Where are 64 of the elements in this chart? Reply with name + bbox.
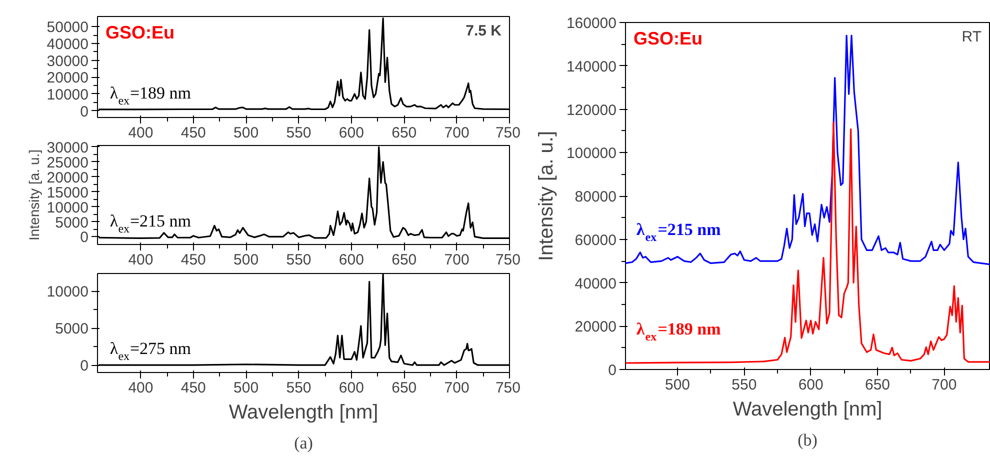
x-tick-label: 550 xyxy=(732,376,757,394)
y-tick-label: 5000 xyxy=(55,320,89,338)
x-tick-label: 650 xyxy=(392,252,417,268)
x-tick-label: 450 xyxy=(180,252,206,268)
x-tick-label: 750 xyxy=(495,380,521,396)
x-tick-label: 650 xyxy=(392,380,417,396)
x-tick-label: 450 xyxy=(180,124,206,142)
y-tick-label: 0 xyxy=(608,362,616,379)
text: (a) xyxy=(294,434,313,452)
x-tick-label: 500 xyxy=(234,252,259,268)
x-tick-label: 600 xyxy=(338,380,364,396)
y-tick-label: 40000 xyxy=(574,275,617,292)
text: (b) xyxy=(798,430,818,450)
y-tick-label: 140000 xyxy=(566,58,617,76)
y-tick-label: 0 xyxy=(80,358,88,375)
x-tick-label: 450 xyxy=(180,380,206,396)
x-tick-label: 700 xyxy=(444,380,470,396)
x-tick-label: 600 xyxy=(338,252,364,268)
y-tick-label: 20000 xyxy=(46,169,89,186)
x-tick-label: 700 xyxy=(932,376,957,394)
x-tick-label: 500 xyxy=(664,376,690,394)
x-axis-title: Wavelength [nm] xyxy=(228,402,378,424)
y-tick-label: 80000 xyxy=(574,188,617,206)
y-tick-label: 20000 xyxy=(574,318,617,336)
x-tick-label: 650 xyxy=(864,376,890,394)
x-axis-title: Wavelength [nm] xyxy=(732,398,882,420)
y-tick-label: 100000 xyxy=(566,145,617,162)
y-tick-label: 10000 xyxy=(46,199,89,216)
y-tick-label: 30000 xyxy=(46,139,89,156)
x-tick-label: 700 xyxy=(444,252,470,268)
x-tick-label: 400 xyxy=(128,380,154,396)
x-tick-label: 400 xyxy=(128,124,154,142)
x-tick-label: 500 xyxy=(234,380,259,396)
x-tick-label: 750 xyxy=(495,124,521,142)
y-tick-label: 30000 xyxy=(46,52,89,70)
y-tick-label: 160000 xyxy=(566,15,617,32)
x-tick-label: 550 xyxy=(286,124,312,142)
x-tick-label: 600 xyxy=(338,124,364,142)
chart-subtitle: 7.5 K xyxy=(466,22,502,40)
y-axis-title: Intensity [a. u.] xyxy=(535,130,558,262)
y-tick-label: 10000 xyxy=(46,284,89,301)
x-tick-label: 650 xyxy=(392,124,417,142)
y-tick-label: 15000 xyxy=(46,184,89,202)
x-tick-label: 600 xyxy=(798,376,824,394)
x-tick-label: 750 xyxy=(495,252,521,268)
y-tick-label: 25000 xyxy=(46,154,89,172)
y-tick-label: 60000 xyxy=(574,232,617,249)
x-tick-label: 550 xyxy=(286,380,312,396)
y-tick-label: 20000 xyxy=(46,70,89,87)
y-tick-label: 5000 xyxy=(55,214,89,232)
x-tick-label: 700 xyxy=(444,124,470,142)
y-tick-label: 50000 xyxy=(46,19,89,36)
y-axis-title: Intensity [a. u.] xyxy=(26,149,42,241)
y-tick-label: 10000 xyxy=(46,86,89,104)
y-tick-label: 0 xyxy=(80,103,88,120)
x-tick-label: 550 xyxy=(286,252,312,268)
y-tick-label: 120000 xyxy=(566,102,617,119)
chart-title: GSO:Eu xyxy=(106,22,175,42)
x-tick-label: 400 xyxy=(128,252,154,268)
chart-title: GSO:Eu xyxy=(634,28,703,48)
y-tick-label: 40000 xyxy=(46,36,89,53)
x-tick-label: 500 xyxy=(234,124,259,142)
chart-subtitle: RT xyxy=(962,28,982,46)
y-tick-label: 0 xyxy=(80,229,88,246)
